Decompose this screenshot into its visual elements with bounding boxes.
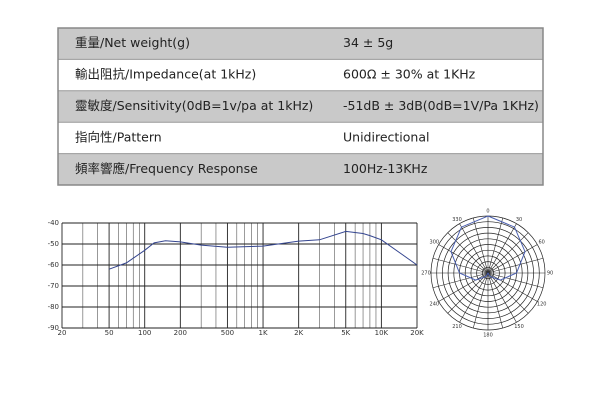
spoke: [487, 257, 544, 274]
spoke: [438, 272, 489, 302]
y-tick-label: -50: [48, 240, 59, 248]
angle-label: 180: [483, 333, 493, 339]
table-cell: 靈敏度/Sensitivity(0dB=1v/pa at 1kHz): [75, 98, 313, 113]
spoke: [447, 272, 489, 314]
table-cell: 指向性/Pattern: [75, 129, 162, 144]
angle-label: 90: [547, 271, 553, 277]
angle-label: 240: [430, 302, 440, 308]
angle-label: 210: [452, 324, 462, 330]
y-tick-label: -90: [48, 324, 59, 332]
x-tick-label: 500: [221, 329, 234, 337]
table-cell: 頻率響應/Frequency Response: [75, 161, 258, 176]
table-cell: -51dB ± 3dB(0dB=1V/Pa 1KHz): [343, 98, 539, 113]
table-cell: Unidirectional: [343, 129, 429, 144]
spoke: [459, 223, 489, 274]
spoke: [447, 232, 489, 274]
x-tick-label: 50: [105, 329, 114, 337]
angle-label: 150: [514, 324, 524, 330]
angle-label: 120: [537, 302, 547, 308]
spoke: [487, 244, 538, 274]
y-tick-label: -80: [48, 303, 59, 311]
table-cell: 重量/Net weight(g): [75, 35, 190, 50]
angle-label: 30: [516, 217, 522, 223]
spoke: [432, 257, 489, 274]
spoke: [432, 272, 489, 289]
table-border: [57, 27, 544, 186]
x-tick-label: 20: [58, 329, 67, 337]
spoke: [487, 272, 504, 329]
x-tick-label: 1K: [259, 329, 268, 337]
spoke: [487, 232, 529, 274]
y-tick-label: -70: [48, 282, 59, 290]
x-tick-label: 10K: [375, 329, 389, 337]
angle-label: 0: [486, 209, 489, 215]
table-cell: 34 ± 5g: [343, 35, 393, 50]
y-tick-label: -60: [48, 261, 59, 269]
spoke: [487, 217, 504, 274]
table-row: [58, 122, 543, 154]
angle-label: 270: [421, 271, 431, 277]
angle-label: 60: [539, 240, 545, 246]
table-row: [58, 153, 543, 185]
x-tick-label: 100: [138, 329, 151, 337]
table-cell: 600Ω ± 30% at 1KHz: [343, 67, 476, 82]
polar-pattern: [450, 215, 526, 281]
spoke: [472, 272, 489, 329]
spoke: [472, 217, 489, 274]
angle-label: 300: [430, 240, 440, 246]
x-tick-label: 5K: [341, 329, 350, 337]
y-tick-label: -40: [48, 219, 59, 227]
table-cell: 輸出阻抗/Impedance(at 1kHz): [75, 67, 256, 82]
table-cell: 100Hz-13KHz: [343, 161, 428, 176]
table-row: [58, 28, 543, 60]
table-row: [58, 90, 543, 123]
angle-label: 330: [452, 217, 462, 223]
spoke: [487, 272, 529, 314]
x-tick-label: 2K: [294, 329, 303, 337]
spoke: [487, 272, 517, 323]
spoke: [438, 244, 489, 274]
spoke: [487, 223, 517, 274]
spoke: [487, 272, 544, 289]
x-tick-label: 20K: [410, 329, 424, 337]
response-curve: [108, 230, 418, 270]
table-row: [58, 59, 543, 91]
spoke: [487, 272, 538, 302]
spoke: [459, 272, 489, 323]
x-tick-label: 200: [174, 329, 187, 337]
